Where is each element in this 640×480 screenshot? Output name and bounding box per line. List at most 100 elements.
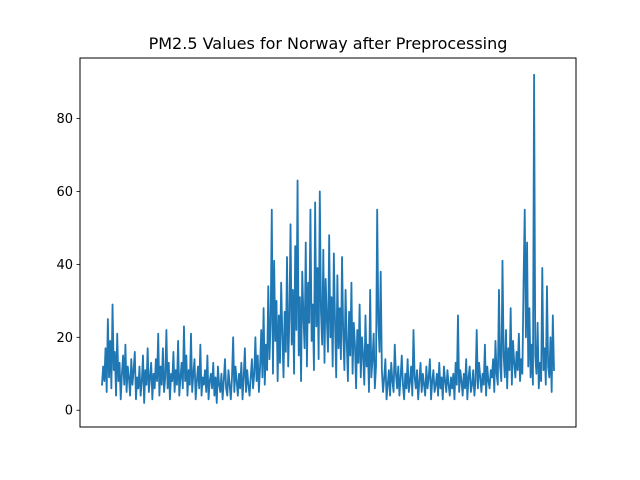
data-point [321,343,323,346]
data-point [134,351,136,353]
data-point [366,365,368,368]
data-point [156,380,158,382]
data-point [377,322,379,324]
data-point [197,365,199,368]
data-point [279,362,281,364]
data-point [220,373,223,375]
data-point [446,369,449,371]
data-point [359,303,361,306]
data-point [484,343,486,346]
data-point [394,343,396,346]
data-point [513,362,515,364]
data-point [350,282,353,284]
data-point [286,256,288,258]
data-point [522,282,525,284]
data-point [188,369,190,371]
data-point [185,354,187,357]
data-point [137,387,139,389]
data-point [371,358,374,360]
data-point [278,314,280,317]
data-point [437,395,439,397]
data-point [415,387,417,389]
data-point [471,384,473,386]
data-point [268,358,271,360]
data-point [457,314,459,317]
data-point [263,307,265,309]
data-point [400,376,402,379]
data-point [157,333,159,335]
data-point [158,395,160,397]
data-point [380,271,382,273]
data-point [323,362,326,364]
data-point [298,354,300,357]
data-point [209,380,211,382]
data-point [161,384,163,386]
data-point [133,369,135,371]
data-point [388,369,390,371]
data-point [322,249,324,251]
data-point [480,391,482,393]
data-point [505,329,507,331]
data-point [127,365,129,368]
data-point [356,329,358,331]
data-point [258,391,260,393]
data-point [351,373,354,375]
data-point [210,373,212,375]
data-point [432,369,434,371]
data-point [535,373,538,375]
data-point [227,369,230,371]
data-point [110,387,112,389]
data-point [113,369,115,371]
data-point [548,376,550,379]
data-point [218,384,220,386]
data-point [431,380,433,382]
data-point [378,351,381,353]
data-point [115,395,117,397]
data-point [272,373,274,375]
data-point [328,234,330,236]
data-point [429,358,431,360]
data-point [236,380,238,382]
data-point [329,336,331,338]
data-point [168,362,170,364]
data-point [410,365,412,368]
data-point [150,362,152,364]
data-point [442,398,444,400]
data-point [411,395,413,397]
data-point [293,373,295,375]
data-point [246,369,248,371]
data-point [244,347,246,349]
data-point [436,373,438,375]
data-point [553,369,555,371]
data-point [511,384,513,386]
data-point [245,391,247,393]
data-point [465,358,467,360]
data-point [423,384,425,386]
data-point [458,391,460,393]
data-point [155,358,157,360]
data-point [545,384,547,386]
data-point [477,387,479,389]
data-point [102,365,104,368]
data-point [250,376,252,379]
data-point [192,373,194,375]
data-point [214,376,217,379]
data-point [239,387,241,389]
data-point [459,369,461,371]
data-point [500,380,502,382]
chart-title: PM2.5 Values for Norway after Preprocess… [149,34,508,53]
data-point [257,354,259,357]
data-point [206,354,208,357]
data-point [275,300,278,302]
data-point [128,376,130,379]
data-point [241,398,244,400]
data-point [237,395,239,397]
data-point [179,376,182,379]
data-point [540,380,542,382]
data-point [489,387,491,389]
data-point [336,274,338,276]
data-point [354,343,356,346]
data-point [355,387,357,389]
data-point [101,384,103,386]
data-point [389,395,391,397]
